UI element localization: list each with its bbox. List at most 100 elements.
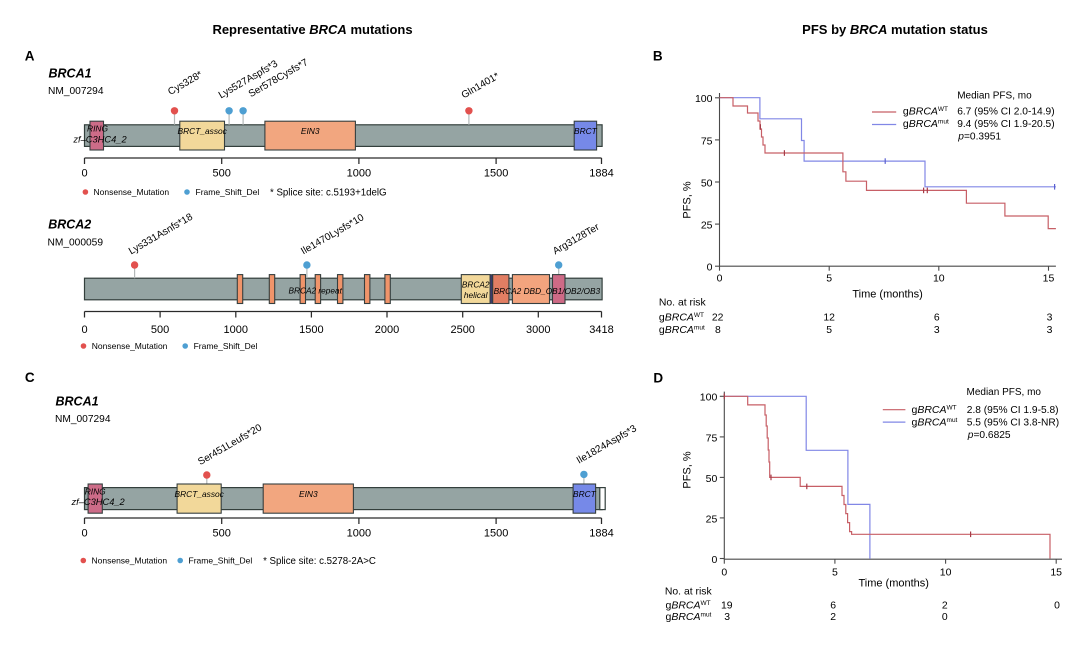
svg-text:NM_000059: NM_000059	[48, 238, 104, 249]
svg-text:8: 8	[715, 325, 721, 336]
svg-text:Median PFS, mo: Median PFS, mo	[967, 387, 1042, 398]
svg-text:2500: 2500	[450, 324, 474, 336]
svg-text:C: C	[25, 370, 35, 385]
svg-text:10: 10	[940, 566, 952, 578]
svg-text:25: 25	[701, 220, 713, 232]
svg-text:75: 75	[706, 432, 718, 444]
svg-text:Median PFS, mo: Median PFS, mo	[957, 90, 1032, 101]
svg-text:BRCT_assoc: BRCT_assoc	[175, 489, 225, 499]
svg-text:p=0.3951: p=0.3951	[957, 132, 1001, 143]
svg-text:0: 0	[81, 324, 87, 336]
svg-text:1884: 1884	[589, 528, 613, 540]
svg-text:Time (months): Time (months)	[858, 578, 929, 590]
svg-text:3000: 3000	[526, 324, 550, 336]
svg-text:gBRCAmut: gBRCAmut	[903, 118, 949, 130]
svg-text:Frame_Shift_Del: Frame_Shift_Del	[189, 556, 253, 566]
svg-text:3: 3	[724, 612, 730, 623]
svg-text:3: 3	[1047, 312, 1053, 323]
svg-text:2: 2	[830, 612, 836, 623]
svg-text:BRCA2 repeat: BRCA2 repeat	[288, 286, 342, 296]
svg-text:gBRCAWT: gBRCAWT	[912, 404, 957, 416]
svg-text:6.7 (95% CI 2.0-14.9): 6.7 (95% CI 2.0-14.9)	[957, 107, 1054, 118]
svg-text:RING: RING	[87, 124, 108, 134]
svg-text:gBRCAWT: gBRCAWT	[903, 106, 948, 118]
svg-text:22: 22	[712, 312, 724, 323]
svg-text:100: 100	[695, 93, 713, 105]
svg-text:gBRCAmut: gBRCAmut	[912, 416, 958, 428]
svg-text:EIN3: EIN3	[301, 126, 320, 136]
svg-text:1884: 1884	[589, 167, 613, 179]
svg-text:500: 500	[213, 167, 231, 179]
svg-text:helical: helical	[464, 290, 489, 300]
svg-text:500: 500	[213, 528, 231, 540]
svg-text:Nonsense_Mutation: Nonsense_Mutation	[92, 341, 168, 351]
svg-text:zf–C3HC4_2: zf–C3HC4_2	[72, 134, 127, 144]
svg-text:12: 12	[823, 312, 835, 323]
svg-text:5: 5	[826, 273, 832, 285]
svg-text:BRCA1: BRCA1	[56, 395, 99, 409]
svg-text:PFS, %: PFS, %	[682, 451, 694, 489]
svg-text:zf–C3HC4_2: zf–C3HC4_2	[71, 497, 126, 507]
svg-text:D: D	[653, 370, 663, 385]
svg-text:* Splice site: c.5193+1delG: * Splice site: c.5193+1delG	[270, 187, 387, 198]
svg-text:B: B	[653, 49, 663, 64]
svg-text:BRCA1: BRCA1	[49, 67, 92, 81]
svg-text:BRCA2 DBD_OB1/OB2/OB3: BRCA2 DBD_OB1/OB2/OB3	[494, 286, 601, 296]
svg-text:0: 0	[711, 554, 717, 566]
svg-text:6: 6	[830, 601, 836, 612]
svg-text:BRCT: BRCT	[573, 489, 597, 499]
svg-text:gBRCAWT: gBRCAWT	[659, 311, 704, 323]
svg-text:RING: RING	[85, 486, 106, 496]
svg-text:* Splice site: c.5278-2A>C: * Splice site: c.5278-2A>C	[263, 556, 376, 567]
svg-text:3418: 3418	[589, 324, 613, 336]
svg-text:BRCA2: BRCA2	[462, 280, 490, 290]
svg-text:p=0.6825: p=0.6825	[967, 430, 1011, 441]
svg-text:19: 19	[721, 601, 733, 612]
svg-text:25: 25	[706, 513, 718, 525]
svg-text:1000: 1000	[347, 167, 371, 179]
svg-text:Frame_Shift_Del: Frame_Shift_Del	[194, 341, 258, 351]
svg-text:500: 500	[151, 324, 169, 336]
svg-text:100: 100	[700, 392, 718, 404]
svg-text:gBRCAmut: gBRCAmut	[666, 611, 712, 623]
svg-text:3: 3	[1047, 325, 1053, 336]
svg-text:Nonsense_Mutation: Nonsense_Mutation	[94, 187, 170, 197]
svg-text:Frame_Shift_Del: Frame_Shift_Del	[196, 187, 260, 197]
svg-text:0: 0	[1054, 601, 1060, 612]
svg-text:1500: 1500	[299, 324, 323, 336]
svg-text:Nonsense_Mutation: Nonsense_Mutation	[92, 556, 168, 566]
svg-text:3: 3	[934, 325, 940, 336]
svg-text:5: 5	[832, 566, 838, 578]
svg-text:gBRCAWT: gBRCAWT	[666, 600, 711, 612]
svg-text:A: A	[25, 49, 35, 64]
svg-text:0: 0	[721, 566, 727, 578]
svg-text:5.5 (95% CI 3.8-NR): 5.5 (95% CI 3.8-NR)	[967, 417, 1059, 428]
svg-text:NM_007294: NM_007294	[55, 414, 111, 425]
svg-text:Time (months): Time (months)	[852, 289, 923, 301]
svg-text:BRCT_assoc: BRCT_assoc	[178, 126, 228, 136]
svg-text:1500: 1500	[484, 167, 508, 179]
svg-text:15: 15	[1043, 273, 1055, 285]
svg-text:No. at risk: No. at risk	[665, 586, 713, 597]
svg-text:BRCT: BRCT	[574, 126, 598, 136]
svg-text:gBRCAmut: gBRCAmut	[659, 324, 705, 336]
svg-text:NM_007294: NM_007294	[48, 86, 104, 97]
svg-text:10: 10	[933, 273, 945, 285]
svg-text:1500: 1500	[484, 528, 508, 540]
svg-text:75: 75	[701, 135, 713, 147]
svg-text:50: 50	[701, 177, 713, 189]
svg-text:0: 0	[81, 167, 87, 179]
svg-text:Representative BRCA mutations: Representative BRCA mutations	[212, 22, 412, 37]
svg-text:2000: 2000	[375, 324, 399, 336]
svg-text:1000: 1000	[347, 528, 371, 540]
svg-text:1000: 1000	[224, 324, 248, 336]
svg-text:9.4 (95% CI 1.9-20.5): 9.4 (95% CI 1.9-20.5)	[957, 119, 1054, 130]
svg-text:PFS, %: PFS, %	[682, 181, 694, 219]
svg-text:2.8 (95% CI 1.9-5.8): 2.8 (95% CI 1.9-5.8)	[967, 405, 1059, 416]
svg-text:PFS by BRCA mutation status: PFS by BRCA mutation status	[802, 22, 988, 37]
svg-text:No. at risk: No. at risk	[659, 298, 707, 309]
svg-text:EIN3: EIN3	[299, 489, 318, 499]
svg-text:2: 2	[942, 601, 948, 612]
svg-text:15: 15	[1050, 566, 1062, 578]
svg-text:BRCA2: BRCA2	[48, 218, 91, 232]
